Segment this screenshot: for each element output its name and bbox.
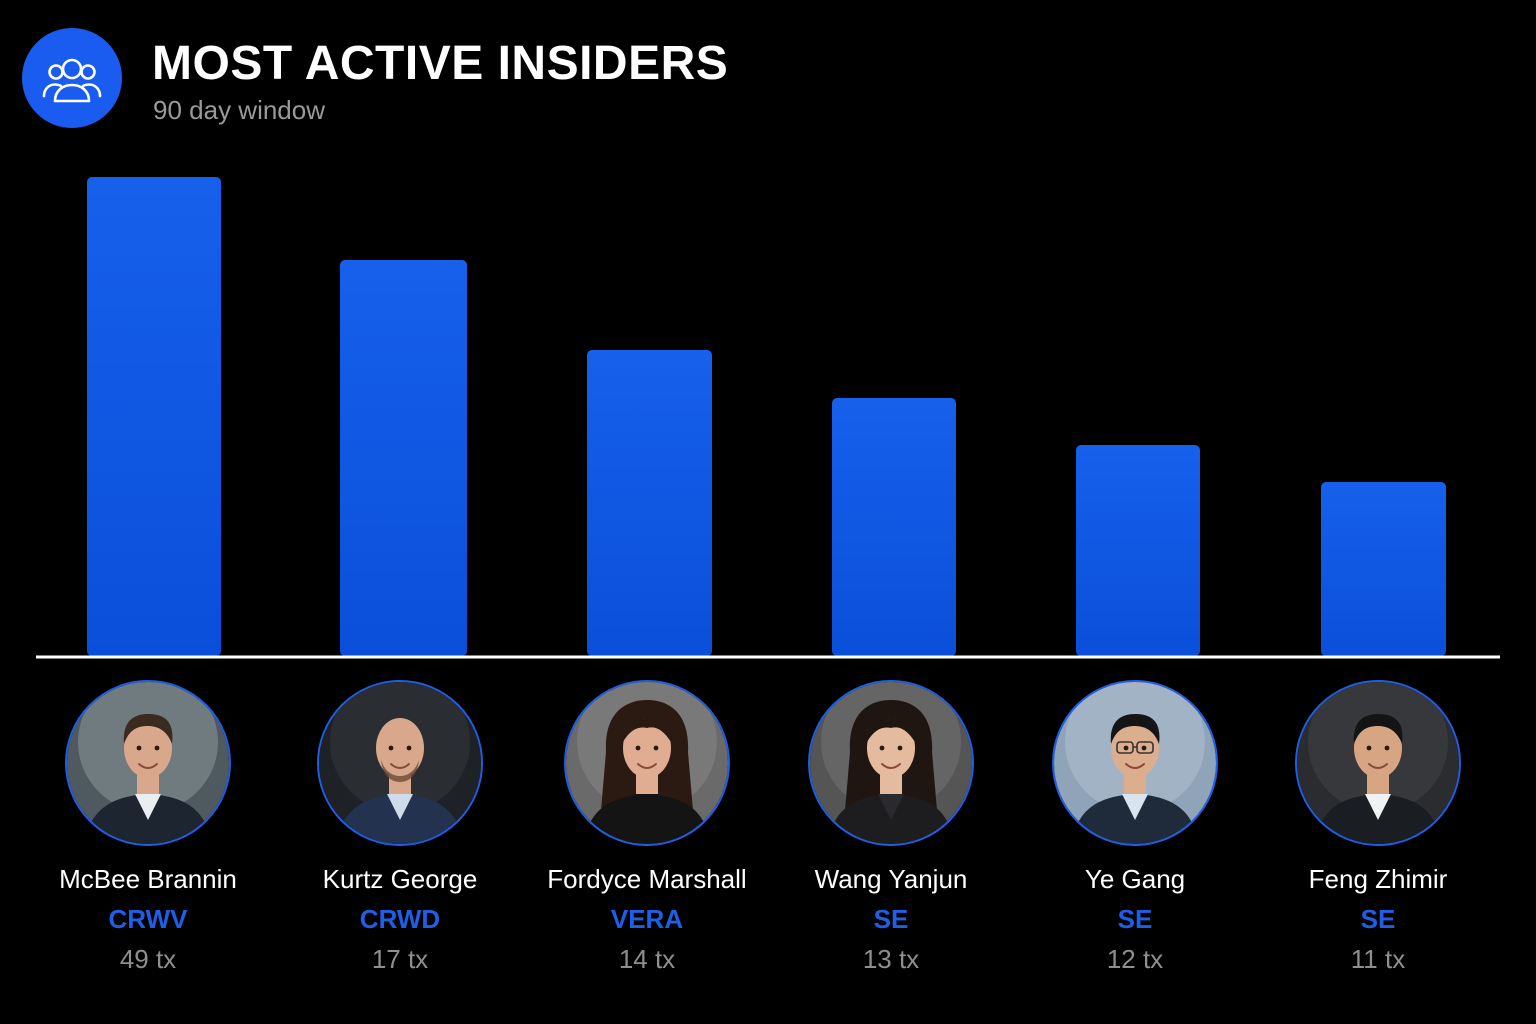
avatar [317,680,483,846]
insider-tx-count: 13 tx [862,944,920,974]
insider-name: McBee Brannin [59,864,237,894]
insider-card: Wang Yanjun SE 13 tx [771,680,1011,974]
bar-1 [87,177,221,656]
bar-4 [832,398,956,656]
insider-ticker: CRWD [359,904,441,934]
insider-tx-count: 17 tx [371,944,429,974]
insider-card: Feng Zhimir SE 11 tx [1258,680,1498,974]
bar-6 [1321,482,1446,656]
insider-tx-count: 12 tx [1106,944,1164,974]
users-icon [22,28,122,128]
bar-2 [340,260,467,656]
insider-card: McBee Brannin CRWV 49 tx [28,680,268,974]
insider-card: Kurtz George CRWD 17 tx [280,680,520,974]
insider-card: Fordyce Marshall VERA 14 tx [527,680,767,974]
insider-name: Ye Gang [1084,864,1186,894]
bar-chart [36,177,1500,659]
avatar [1052,680,1218,846]
insider-tx-count: 49 tx [119,944,177,974]
insider-tx-count: 11 tx [1350,944,1406,974]
insider-ticker: SE [1117,904,1153,934]
insider-card: Ye Gang SE 12 tx [1015,680,1255,974]
chart-subtitle: 90 day window [153,95,325,125]
insider-ticker: SE [873,904,909,934]
insider-name: Kurtz George [322,864,478,894]
insider-tx-count: 14 tx [618,944,676,974]
avatar [65,680,231,846]
insider-ticker: VERA [610,904,684,934]
avatar [1295,680,1461,846]
avatar [564,680,730,846]
insider-name: Feng Zhimir [1308,864,1448,894]
insider-name: Fordyce Marshall [547,864,747,894]
insider-ticker: SE [1360,904,1396,934]
bar-3 [587,350,712,656]
bar-5 [1076,445,1200,656]
insider-ticker: CRWV [108,904,188,934]
avatar [808,680,974,846]
chart-title: MOST ACTIVE INSIDERS [152,37,729,90]
header-users-badge [22,28,122,128]
insider-name: Wang Yanjun [814,864,968,894]
